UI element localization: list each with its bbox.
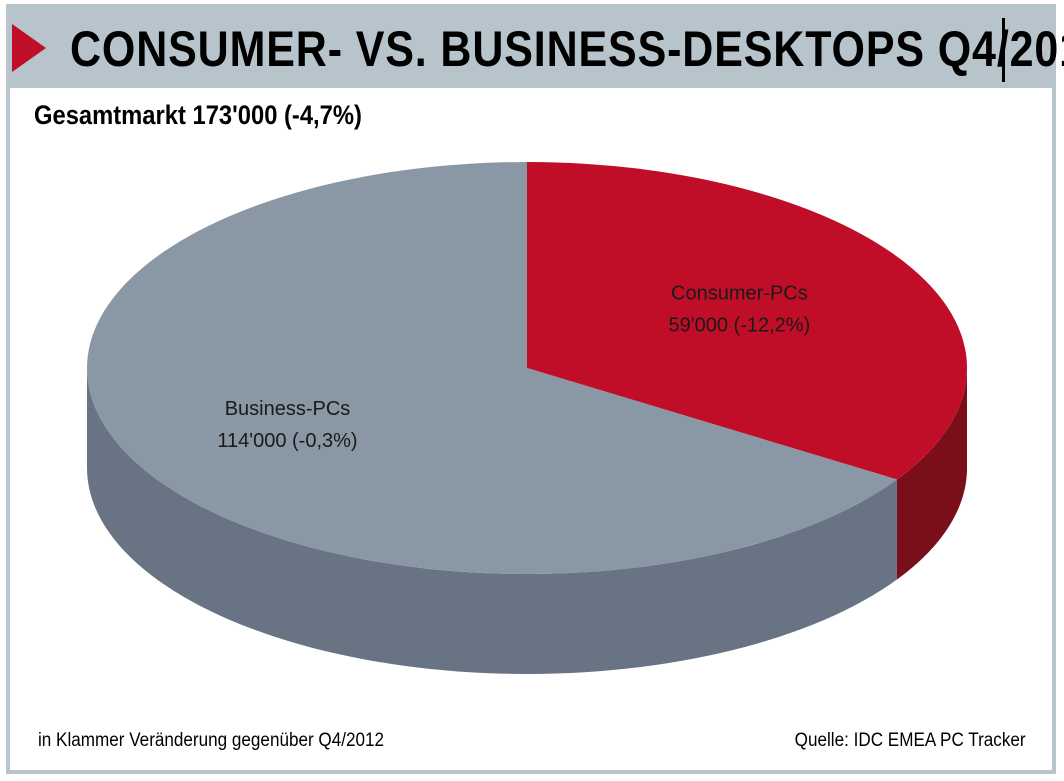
chart-subtitle: Gesamtmarkt 173'000 (-4,7%) [34,100,362,130]
slice-value-consumer-pcs: 59'000 (-12,2%) [669,315,811,337]
pie-slice-business-pcs [87,162,897,574]
pie-tops [87,161,968,574]
slice-value-business-pcs: 114'000 (-0,3%) [217,430,357,452]
slice-label-consumer-pcs: Consumer-PCs [671,283,808,305]
footnote: in Klammer Veränderung gegenüber Q4/2012 [38,730,385,751]
pie-labels: Consumer-PCs 59'000 (-12,2%) Business-PCs 1… [217,283,810,453]
pie-slice-consumer-pcs [527,161,968,480]
pie-side-business-pcs [87,368,897,674]
pie-side-consumer-pcs [896,368,967,580]
pie-sides [87,368,967,674]
slice-label-business-pcs: Business-PCs [225,398,351,420]
source-note: Quelle: IDC EMEA PC Tracker [795,730,1026,751]
title-divider [1002,18,1005,82]
title-bar: CONSUMER- VS. BUSINESS-DESKTOPS Q4/2013 [10,8,1064,88]
title-arrow-icon [12,24,46,72]
